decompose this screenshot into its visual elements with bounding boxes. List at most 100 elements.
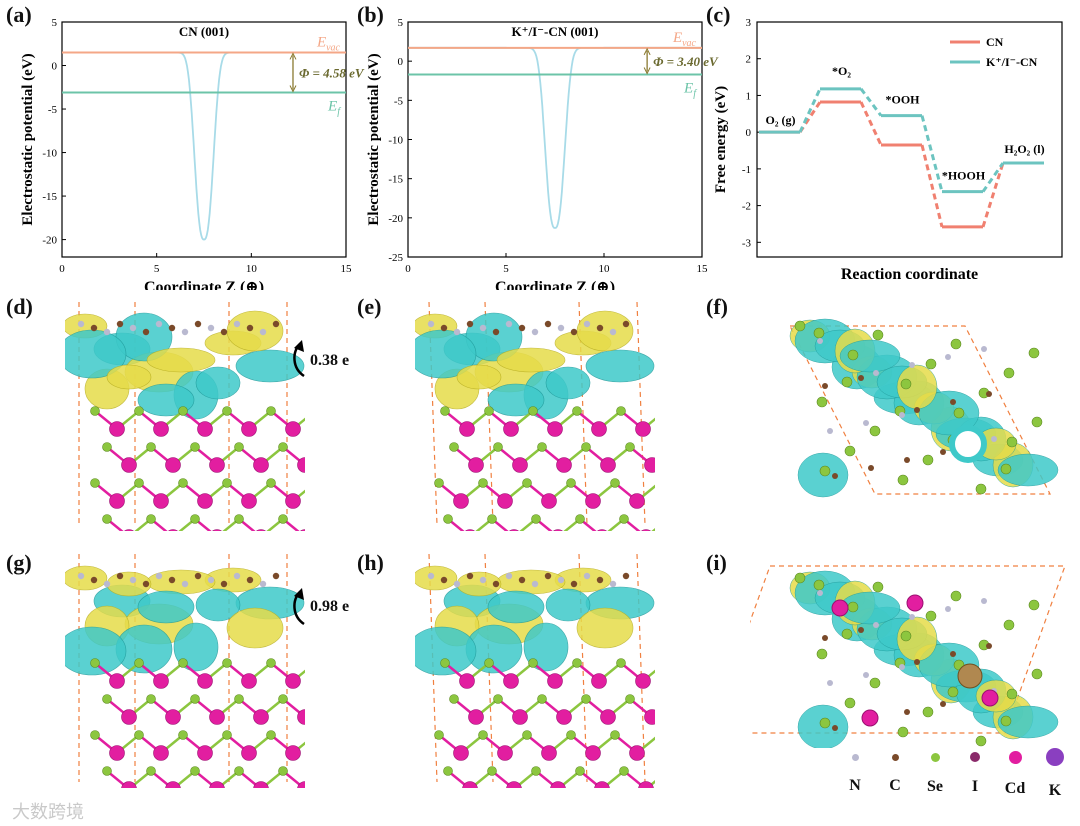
carbon-atom — [168, 576, 176, 584]
atom-legend-label: Se — [927, 777, 943, 795]
selenium-atom — [872, 329, 884, 341]
y-axis-label: Electrostatic potential (eV) — [366, 53, 382, 225]
transition-line-CN — [798, 101, 822, 133]
potential-chart-a: 5 0 -5 -10 -15 -20 0 5 10 15 Evac Ef Φ = 4.58 eV CN (… — [20, 17, 365, 290]
x-axis-label: Coordinate Z (⊕) — [495, 279, 615, 290]
arrow-head-down — [643, 67, 651, 75]
cadmium-atom — [644, 457, 655, 473]
carbon-atom — [570, 580, 578, 588]
cadmium-atom — [503, 421, 519, 437]
carbon-atom — [822, 635, 828, 641]
carbon-atom — [986, 643, 992, 649]
carbon-atom — [116, 572, 124, 580]
x-tick-label: 15 — [341, 263, 353, 275]
atom-legend-label: Cd — [1004, 779, 1026, 797]
y-tick-label: -1 — [742, 164, 751, 176]
selenium-atom — [575, 514, 585, 524]
selenium-atom — [841, 628, 853, 640]
cadmium-atom — [165, 781, 181, 788]
cadmium-atom — [629, 493, 645, 509]
y-tick-label: -5 — [394, 95, 404, 107]
x-axis-label: Reaction coordinate — [841, 266, 978, 283]
charge-density-side-view-ki-cn — [65, 554, 305, 788]
cadmium-atom — [285, 745, 301, 761]
cadmium-atom — [197, 745, 213, 761]
cadmium-atom — [635, 421, 651, 437]
selenium-atom — [581, 442, 591, 452]
cadmium-atom — [121, 781, 137, 788]
cadmium-atom — [297, 457, 305, 473]
nitrogen-atom — [945, 606, 951, 612]
atom-legend-label: I — [971, 778, 979, 795]
cadmium-atom — [597, 529, 607, 531]
nitrogen-atom — [479, 576, 487, 584]
charge-accumulation-region — [415, 565, 458, 591]
selenium-atom — [266, 406, 276, 416]
selenium-atom — [190, 514, 200, 524]
cadmium-atom — [121, 709, 137, 725]
y-tick-label: -20 — [42, 235, 57, 247]
selenium-atom — [134, 478, 144, 488]
cadmium-atom — [629, 745, 645, 761]
selenium-atom — [869, 425, 881, 437]
nitrogen-atom — [505, 320, 513, 328]
cadmium-atom — [600, 709, 616, 725]
cadmium-atom — [465, 529, 475, 531]
selenium-atom — [813, 579, 825, 591]
cadmium-atom — [197, 673, 213, 689]
nitrogen-atom — [155, 572, 163, 580]
panel-label-e: (e) — [357, 294, 382, 319]
panel-label-i: (i) — [706, 550, 727, 575]
carbon-atom — [90, 324, 98, 332]
carbon-atom — [858, 627, 864, 633]
selenium-atom — [487, 514, 497, 524]
selenium-atom — [222, 658, 232, 668]
nitrogen-atom — [259, 580, 267, 588]
cadmium-atom — [981, 689, 999, 707]
selenium-atom — [581, 694, 591, 704]
charge-density-top-view-ki-cn — [750, 565, 1066, 748]
selenium-atom — [1000, 463, 1012, 475]
x-tick-label: 0 — [405, 263, 411, 275]
cadmium-atom — [906, 594, 924, 612]
transition-line-K⁺/I⁻-CN — [798, 88, 822, 133]
selenium-atom — [816, 648, 828, 660]
plot-frame — [756, 21, 1063, 258]
cadmium-atom — [197, 421, 213, 437]
selenium-atom — [278, 514, 288, 524]
carbon-atom — [142, 580, 150, 588]
charge-depletion-region — [65, 626, 127, 676]
selenium-atom — [975, 735, 987, 747]
carbon-atom — [596, 324, 604, 332]
selenium-atom — [953, 407, 965, 419]
selenium-atom — [102, 442, 112, 452]
carbon-atom — [544, 320, 552, 328]
cadmium-atom — [600, 457, 616, 473]
nitrogen-atom — [103, 580, 111, 588]
selenium-atom — [625, 694, 635, 704]
x-tick-label: 5 — [154, 263, 160, 275]
charge-depletion-region — [839, 339, 901, 373]
charge-accumulation-region — [226, 607, 284, 649]
selenium-atom — [134, 730, 144, 740]
selenium-atom — [90, 658, 100, 668]
atom-legend-item: Se — [915, 748, 955, 796]
selenium-atom — [794, 320, 806, 332]
charge-depletion-region — [545, 366, 591, 400]
pore-ring — [949, 425, 987, 463]
cadmium-atom — [635, 673, 651, 689]
selenium-atom — [434, 730, 444, 740]
y-axis-label: Free energy (eV) — [713, 86, 729, 193]
carbon-atom — [986, 391, 992, 397]
carbon-atom — [868, 465, 874, 471]
cadmium-atom — [503, 673, 519, 689]
nitrogen-atom — [981, 598, 987, 604]
selenium-atom — [616, 406, 626, 416]
charge-depletion-region — [195, 366, 241, 400]
state-label: *O₂ — [832, 64, 851, 78]
selenium-atom — [178, 478, 188, 488]
cadmium-atom — [209, 709, 225, 725]
cadmium-atom — [153, 745, 169, 761]
cadmium-atom — [547, 673, 563, 689]
